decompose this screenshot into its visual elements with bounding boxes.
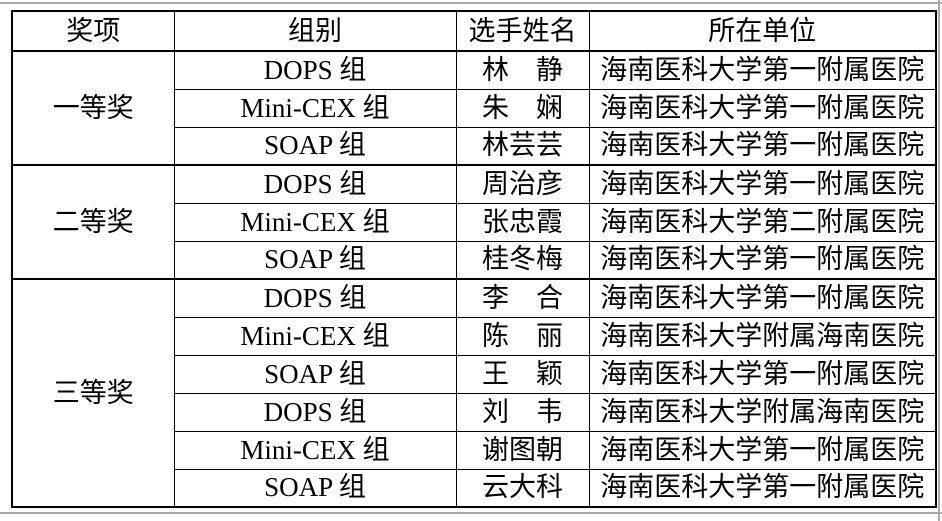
name-cell: 刘 韦 xyxy=(455,392,590,432)
group-cell: SOAP 组 xyxy=(173,468,457,508)
name-cell: 云大科 xyxy=(455,468,590,508)
table-row: Mini-CEX 组朱 娴海南医科大学第一附属医院 xyxy=(12,88,937,128)
group-cell: Mini-CEX 组 xyxy=(173,202,457,242)
header-organization: 所在单位 xyxy=(588,10,937,52)
table-row: Mini-CEX 组陈 丽海南医科大学附属海南医院 xyxy=(12,316,937,356)
org-cell: 海南医科大学第一附属医院 xyxy=(588,88,937,128)
group-cell: Mini-CEX 组 xyxy=(173,316,457,356)
group-cell: SOAP 组 xyxy=(173,240,457,280)
org-cell: 海南医科大学第一附属医院 xyxy=(588,354,937,394)
org-cell: 海南医科大学第一附属医院 xyxy=(588,468,937,508)
page-bottom-edge-line xyxy=(0,512,942,514)
header-name: 选手姓名 xyxy=(455,10,590,52)
table-row: SOAP 组王 颖海南医科大学第一附属医院 xyxy=(12,354,937,394)
award-cell: 一等奖 xyxy=(11,50,175,166)
table-row: 一等奖 DOPS 组林 静海南医科大学第一附属医院 xyxy=(11,50,937,166)
group-cell: DOPS 组 xyxy=(173,50,457,90)
name-cell: 桂冬梅 xyxy=(455,240,590,280)
org-cell: 海南医科大学第一附属医院 xyxy=(588,278,937,318)
group-cell: Mini-CEX 组 xyxy=(173,430,457,470)
table-row: SOAP 组云大科 海南医科大学第一附属医院 xyxy=(12,468,937,508)
header-group: 组别 xyxy=(173,10,457,52)
name-cell: 王 颖 xyxy=(455,354,590,394)
name-cell: 周治彦 xyxy=(455,164,590,204)
page-right-edge-line xyxy=(938,0,940,521)
group-cell: Mini-CEX 组 xyxy=(173,88,457,128)
name-cell: 林 静 xyxy=(455,50,590,90)
org-cell: 海南医科大学第一附属医院 xyxy=(588,50,937,90)
org-cell: 海南医科大学第一附属医院 xyxy=(588,126,937,166)
table-row: 三等奖 DOPS 组李 合海南医科大学第一附属医院 xyxy=(11,278,937,508)
group-cell: DOPS 组 xyxy=(173,164,457,204)
table-row: 二等奖 DOPS 组周治彦 海南医科大学第一附属医院 xyxy=(11,164,937,280)
award-cell: 二等奖 xyxy=(11,164,175,280)
group-cell: SOAP 组 xyxy=(173,354,457,394)
header-award: 奖项 xyxy=(11,10,175,52)
award-cell: 三等奖 xyxy=(11,278,175,508)
org-cell: 海南医科大学附属海南医院 xyxy=(588,392,937,432)
table-row: SOAP 组桂冬梅 海南医科大学第一附属医院 xyxy=(12,240,937,280)
org-cell: 海南医科大学第一附属医院 xyxy=(588,164,937,204)
name-cell: 朱 娴 xyxy=(455,88,590,128)
table-header-row: 奖项 组别 选手姓名 所在单位 xyxy=(11,10,937,52)
table-row: Mini-CEX 组谢图朝 海南医科大学第一附属医院 xyxy=(12,430,937,470)
name-cell: 陈 丽 xyxy=(455,316,590,356)
name-cell: 林芸芸 xyxy=(455,126,590,166)
org-cell: 海南医科大学第二附属医院 xyxy=(588,202,937,242)
table-row: DOPS 组刘 韦海南医科大学附属海南医院 xyxy=(12,392,937,432)
group-cell: SOAP 组 xyxy=(173,126,457,166)
name-cell: 张忠霞 xyxy=(455,202,590,242)
awards-table: 奖项 组别 选手姓名 所在单位 一等奖 DOPS 组林 静海南医科大学第一附属医院… xyxy=(11,10,937,508)
org-cell: 海南医科大学附属海南医院 xyxy=(588,316,937,356)
org-cell: 海南医科大学第一附属医院 xyxy=(588,430,937,470)
group-cell: DOPS 组 xyxy=(173,278,457,318)
group-cell: DOPS 组 xyxy=(173,392,457,432)
org-cell: 海南医科大学第一附属医院 xyxy=(588,240,937,280)
page-top-edge-line xyxy=(0,2,942,4)
name-cell: 李 合 xyxy=(455,278,590,318)
name-cell: 谢图朝 xyxy=(455,430,590,470)
